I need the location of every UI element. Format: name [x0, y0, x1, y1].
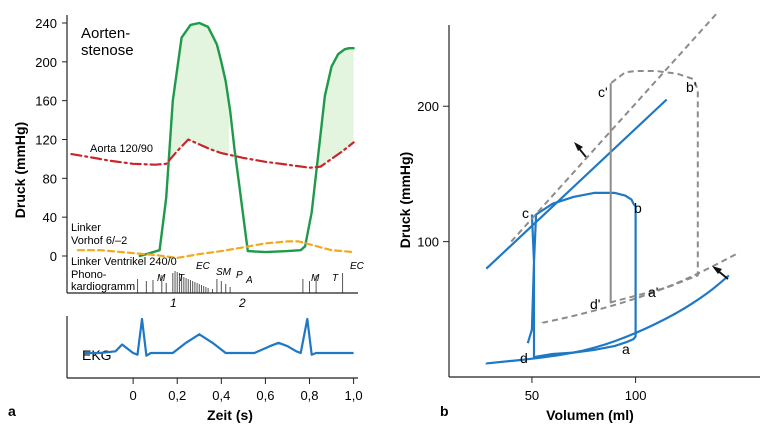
left-x-axis-label: Zeit (s) [207, 407, 253, 423]
stenosis-esp-line [510, 10, 720, 243]
right-x-axis-label: Volumen (ml) [546, 407, 634, 423]
pressure-curves [70, 21, 355, 259]
atrium-label-line1: Linker [71, 222, 101, 234]
x-tick-label: 0,4 [212, 388, 230, 403]
aortic-pressure-line [70, 138, 355, 169]
aorta-label: Aorta 120/90 [90, 143, 153, 155]
y-tick-label: 200 [35, 55, 57, 70]
y-tick-label: 160 [35, 94, 57, 109]
phono-label-t1: T [178, 273, 185, 284]
time-axis-ticks: 0 0,2 0,4 0,6 0,8 1,0 [130, 378, 363, 403]
stenosis-gradient-fill [315, 48, 354, 168]
phono-label-t2: T [332, 273, 339, 284]
point-label-d-prime: d' [590, 296, 600, 312]
phono-label-a: A [245, 275, 253, 286]
x-tick-label: 0,2 [168, 388, 186, 403]
arrow-upper [574, 142, 587, 158]
point-label-b-prime: b' [686, 79, 696, 95]
ekg-line [84, 317, 354, 357]
x-tick-label: 0,6 [256, 388, 274, 403]
normal-edp-curve [485, 274, 730, 365]
point-label-a: a [622, 341, 630, 357]
heart-sound-2: 2 [238, 296, 246, 310]
ekg-trace [84, 317, 354, 357]
ventricle-label: Linker Ventrikel 240/0 [71, 256, 177, 268]
phono-label-p: P [236, 270, 243, 281]
phono-label-m2: M [311, 273, 320, 284]
phono-sound-bars [137, 271, 344, 293]
phono-label-m1: M [157, 273, 166, 284]
point-label-c-prime: c' [598, 84, 608, 100]
pressure-y-ticks: 0 40 80 120 160 200 240 [35, 16, 67, 264]
x-tick-label: 0,8 [300, 388, 318, 403]
left-y-axis-label: Druck (mmHg) [12, 122, 28, 218]
y-tick-label: 40 [43, 210, 57, 225]
y-tick-label: 120 [35, 133, 57, 148]
pv-loops [485, 10, 740, 365]
right-y-axis-label: Druck (mmHg) [397, 152, 413, 248]
pv-x-tick-label: 100 [625, 388, 647, 403]
heart-sound-1: 1 [170, 296, 177, 310]
y-tick-label: 0 [50, 249, 57, 264]
pressure-gradient-area [165, 23, 354, 168]
stenosis-pv-loop [609, 70, 699, 304]
arrow-lower [712, 266, 729, 280]
stenosis-edp-curve [541, 251, 740, 324]
ekg-plot: EKG 0 0,2 0,4 0,6 0,8 1,0 [66, 316, 363, 403]
pv-ticks: 50 100 100 200 [417, 99, 646, 403]
point-label-c: c [522, 205, 529, 221]
point-label-d: d [520, 350, 528, 366]
pv-y-tick-label: 200 [417, 99, 439, 114]
pv-y-tick-label: 100 [417, 235, 439, 250]
normal-esp-line [485, 98, 668, 270]
chart-title-line1: Aorten- [81, 25, 130, 42]
y-tick-label: 80 [43, 171, 57, 186]
y-tick-label: 240 [35, 16, 57, 31]
phono-label-sm: SM [216, 267, 232, 278]
atrium-label-line2: Vorhof 6/–2 [71, 235, 127, 247]
normal-pv-loop [526, 191, 637, 360]
chart-title-line2: stenose [81, 42, 134, 59]
pressure-plot: 0 40 80 120 160 200 240 [35, 15, 355, 293]
x-tick-label: 1,0 [345, 388, 363, 403]
ventricle-pressure-line [138, 21, 355, 258]
pv-x-tick-label: 50 [525, 388, 539, 403]
phonocardiogram: M T EC SM P A M T EC 1 2 [67, 261, 365, 310]
phono-label-line1: Phono- [71, 269, 107, 281]
point-label-b: b [634, 200, 642, 216]
atrial-pressure-line [76, 240, 355, 259]
panel-label-a: a [8, 403, 16, 419]
phono-label-ec1: EC [196, 261, 211, 272]
ekg-label: EKG [82, 347, 112, 363]
phono-label-ec2: EC [350, 261, 365, 272]
panel-label-b: b [440, 403, 449, 419]
x-tick-label: 0 [130, 388, 137, 403]
point-label-a-prime: a' [648, 284, 658, 300]
stenosis-gradient-fill [165, 23, 230, 164]
phono-label-line2: kardiogramm [71, 281, 135, 293]
